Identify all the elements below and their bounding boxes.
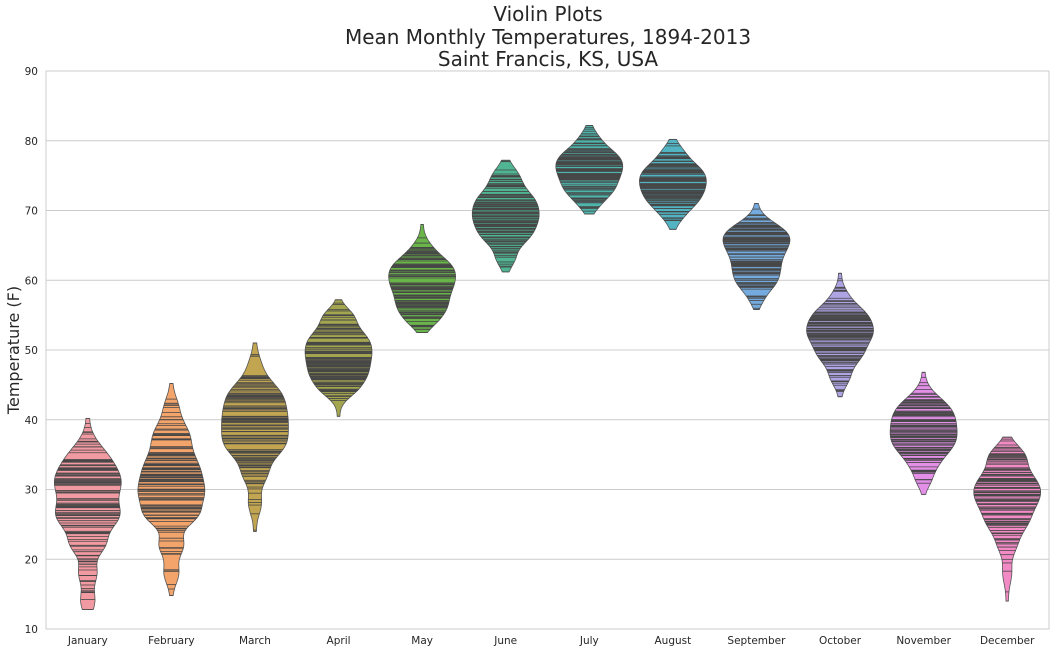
y-axis-label: Temperature (F) [4,286,23,415]
violin-january [54,417,122,610]
violin-october [806,272,874,398]
x-tick-label: March [239,635,271,647]
violin-may [388,223,457,334]
x-tick-label: October [819,635,862,647]
chart-title-line-2: Mean Monthly Temperatures, 1894-2013 [345,25,751,49]
y-tick-label: 50 [25,345,38,357]
plot-area: 10 20 30 40 50 60 70 80 90 January February March Ap… [25,66,1050,647]
x-tick-label: February [148,635,195,647]
violin-june [471,159,540,273]
violin-september [722,203,791,310]
y-tick-label: 60 [25,275,38,287]
y-tick-label: 20 [25,554,38,566]
x-tick-label: April [327,635,351,647]
chart-title-line-3: Saint Francis, KS, USA [438,47,659,71]
y-tick-label: 90 [25,66,38,78]
x-tick-label: May [411,635,433,647]
violin-december [973,436,1041,602]
x-tick-label: September [727,635,786,647]
y-tick-label: 10 [25,624,38,636]
x-tick-label: July [579,635,599,647]
x-tick-label: August [655,635,692,647]
violin-march [221,342,289,532]
violin-february [137,383,206,596]
y-tick-label: 40 [25,415,38,427]
x-tick-label: January [67,635,108,647]
x-tick-label: November [896,635,951,647]
violin-july [555,125,624,215]
y-tick-label: 30 [25,485,38,497]
x-tick-label: December [980,635,1035,647]
violin-november [889,371,958,495]
violin-august [639,138,707,230]
x-tick-label: June [493,635,517,647]
y-tick-label: 70 [25,206,38,218]
violin-april [304,299,373,417]
y-tick-label: 80 [25,136,38,148]
chart-title-line-1: Violin Plots [493,2,602,26]
